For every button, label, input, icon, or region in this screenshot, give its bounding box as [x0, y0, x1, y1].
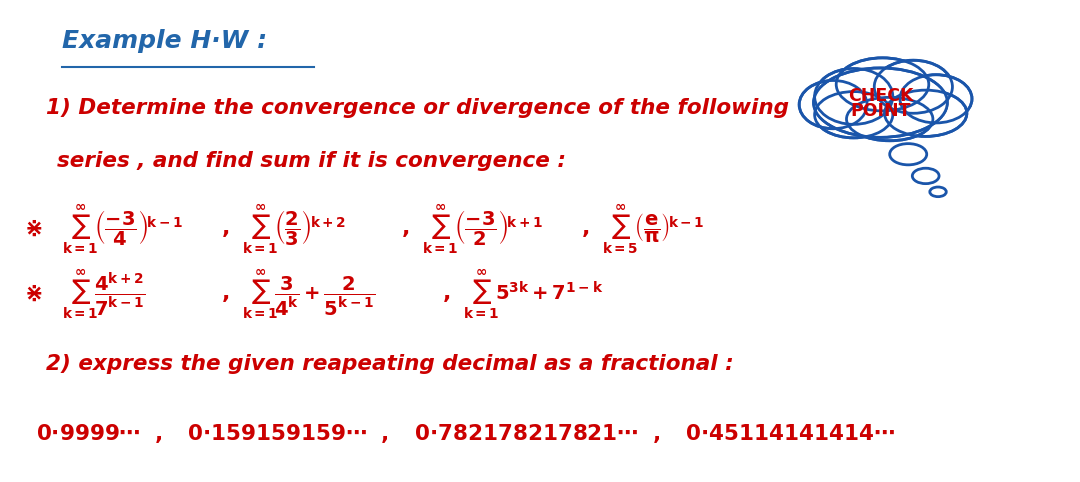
- Ellipse shape: [930, 187, 946, 197]
- Ellipse shape: [900, 75, 972, 123]
- Ellipse shape: [875, 60, 953, 113]
- Text: $\mathbf{0{\boldsymbol{\cdot}}9999{\cdots}\ \ ,\ \ \ 0{\boldsymbol{\cdot}}159159: $\mathbf{0{\boldsymbol{\cdot}}9999{\cdot…: [36, 422, 895, 445]
- Ellipse shape: [836, 58, 929, 111]
- Text: $\mathbf{\sum_{k=1}^{\infty}\!\dfrac{4^{k+2}}{7^{k-1}}}$: $\mathbf{\sum_{k=1}^{\infty}\!\dfrac{4^{…: [62, 267, 146, 321]
- Text: $\mathbf{,}$: $\mathbf{,}$: [221, 219, 229, 239]
- Text: $\mathbf{,}$: $\mathbf{,}$: [581, 219, 590, 239]
- Text: $\mathbf{\sum_{k=5}^{\infty}\!\left(\dfrac{e}{\pi}\right)^{\!k-1}}$: $\mathbf{\sum_{k=5}^{\infty}\!\left(\dfr…: [602, 202, 704, 256]
- Text: $\mathbf{,}$: $\mathbf{,}$: [221, 284, 229, 304]
- Text: series , and find sum if it is convergence :: series , and find sum if it is convergen…: [56, 151, 566, 172]
- Ellipse shape: [913, 168, 940, 184]
- Text: 1) Determine the convergence or divergence of the following: 1) Determine the convergence or divergen…: [46, 98, 789, 119]
- Text: $\mathbf{\sum_{k=1}^{\infty}\!\left(\dfrac{-3}{2}\right)^{\!k+1}}$: $\mathbf{\sum_{k=1}^{\infty}\!\left(\dfr…: [421, 202, 542, 256]
- Ellipse shape: [847, 97, 933, 141]
- Text: POINT: POINT: [850, 102, 910, 120]
- Text: $\mathbf{\sum_{k=1}^{\infty}\!\left(\dfrac{-3}{4}\right)^{\!k-1}}$: $\mathbf{\sum_{k=1}^{\infty}\!\left(\dfr…: [62, 202, 183, 256]
- Ellipse shape: [813, 68, 947, 137]
- Text: $\mathbf{\divideontimes}$: $\mathbf{\divideontimes}$: [24, 219, 42, 239]
- Text: Example H·W :: Example H·W :: [62, 29, 267, 53]
- Text: $\mathbf{\divideontimes}$: $\mathbf{\divideontimes}$: [24, 284, 42, 304]
- Text: 2) express the given reapeating decimal as a fractional :: 2) express the given reapeating decimal …: [46, 354, 734, 374]
- Text: $\mathbf{\sum_{k=1}^{\infty}\!5^{3k}+7^{1-k}}$: $\mathbf{\sum_{k=1}^{\infty}\!5^{3k}+7^{…: [463, 267, 603, 321]
- Text: $\mathbf{,}$: $\mathbf{,}$: [401, 219, 409, 239]
- Ellipse shape: [814, 68, 893, 124]
- Ellipse shape: [813, 71, 947, 134]
- Text: CHECK: CHECK: [848, 87, 914, 106]
- Ellipse shape: [814, 92, 893, 138]
- Text: $\mathbf{,}$: $\mathbf{,}$: [443, 284, 450, 304]
- Ellipse shape: [885, 90, 967, 136]
- Text: $\mathbf{\sum_{k=1}^{\infty}\!\left(\dfrac{2}{3}\right)^{\!k+2}}$: $\mathbf{\sum_{k=1}^{\infty}\!\left(\dfr…: [242, 202, 346, 256]
- Ellipse shape: [799, 80, 867, 129]
- Ellipse shape: [890, 144, 927, 165]
- Text: $\mathbf{\sum_{k=1}^{\infty}\!\dfrac{3}{4^{k}}+\dfrac{2}{5^{k-1}}}$: $\mathbf{\sum_{k=1}^{\infty}\!\dfrac{3}{…: [242, 267, 375, 321]
